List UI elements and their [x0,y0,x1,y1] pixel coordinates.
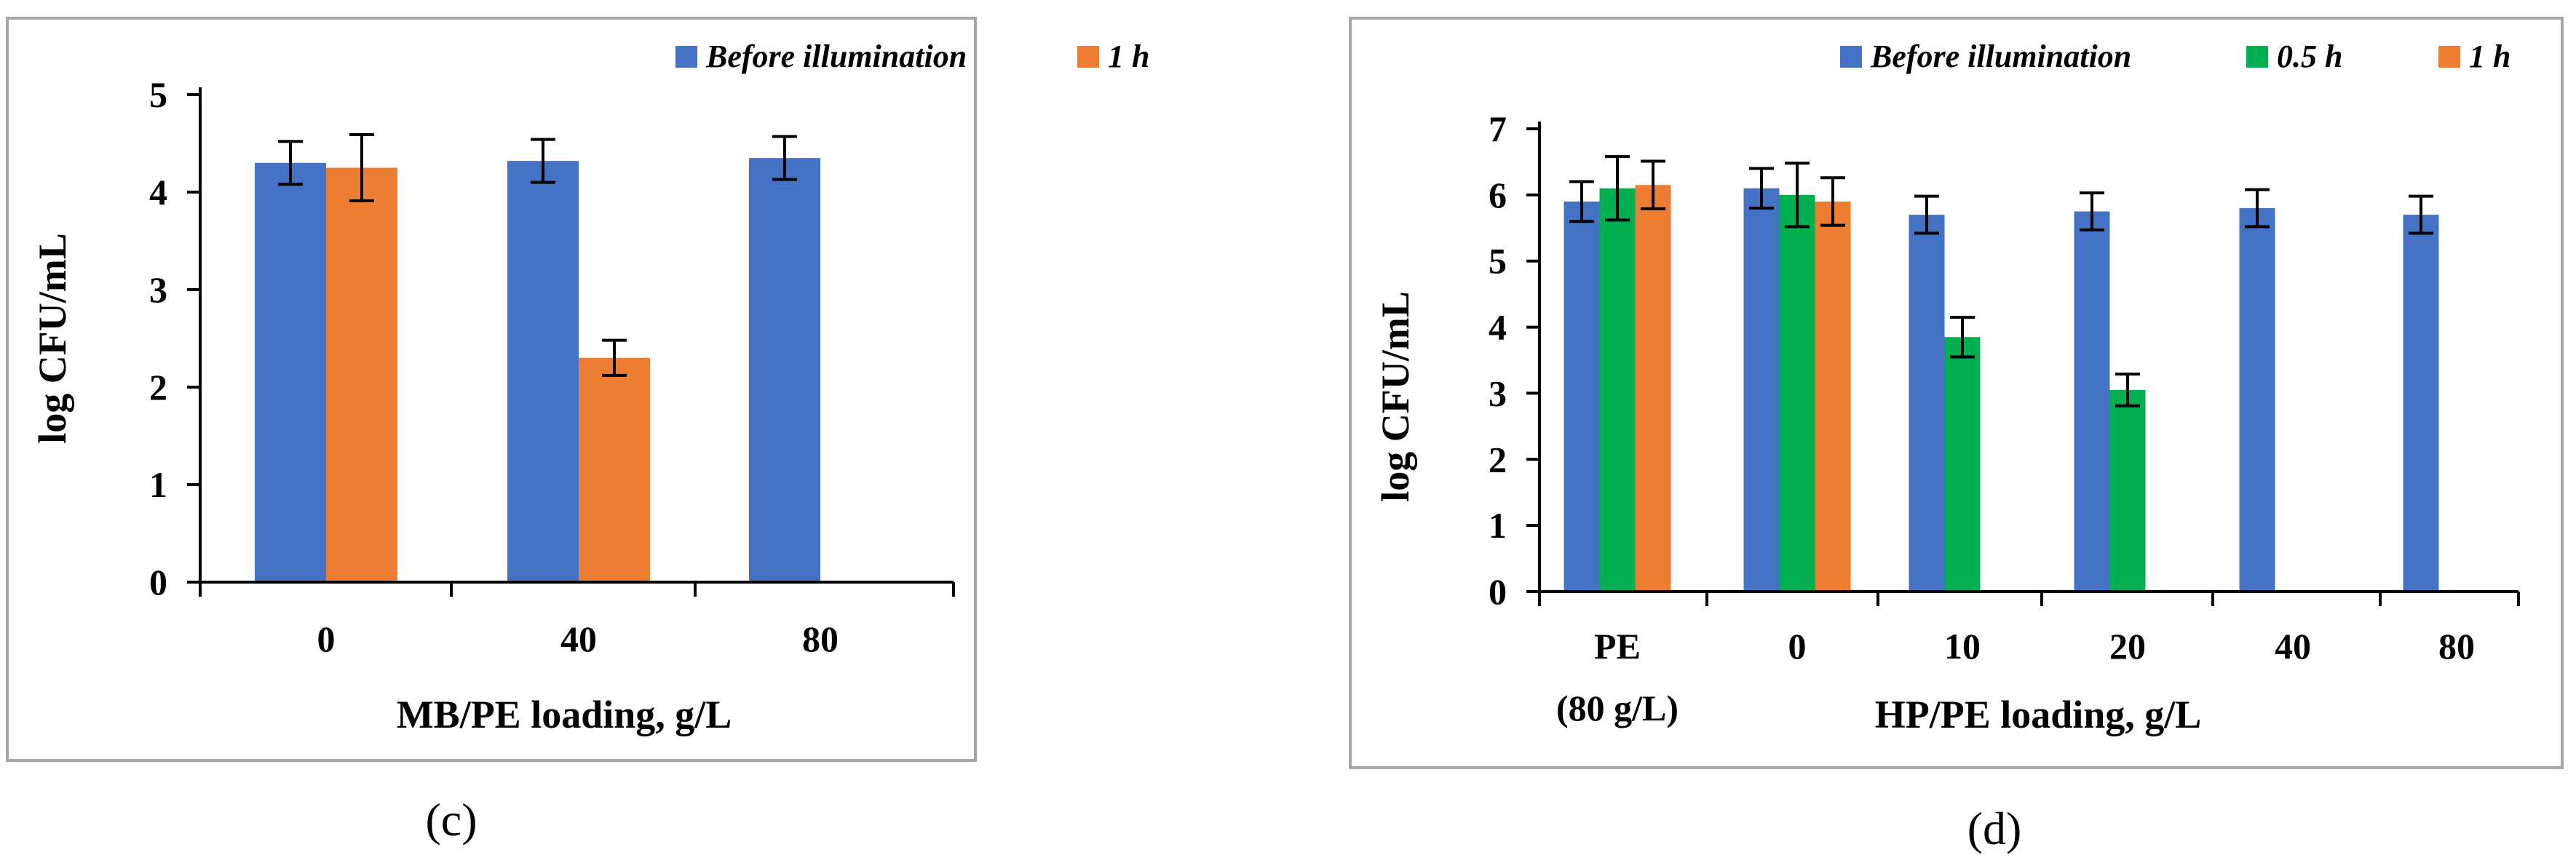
y-tick-label: 2 [149,367,167,407]
bar [1635,185,1671,592]
bar [2239,208,2275,592]
bar [579,357,650,582]
bar [1909,215,1945,592]
bar [1815,201,1851,592]
legend-swatch [1077,46,1099,68]
x-tick-label: PE [1594,626,1641,667]
bar [2074,211,2110,592]
legend: Before illumination 0.5 h 1 h [1840,39,2510,74]
legend-label: 1 h [1108,39,1149,74]
x-tick-label: 20 [2109,626,2146,667]
legend-label: 1 h [2469,39,2510,74]
y-tick-label: 4 [1489,307,1507,348]
x-axis-title: HP/PE loading, g/L [1875,693,2202,736]
legend-swatch [2246,46,2268,68]
x-tick-sublabel: (80 g/L) [1556,688,1679,728]
bar [1743,188,1780,592]
bar [749,158,820,583]
y-tick-label: 0 [149,562,167,602]
legend-swatch [1840,46,1862,68]
x-tick-label: 10 [1944,626,1981,667]
bar [2403,215,2439,592]
y-tick-label: 6 [1489,175,1507,215]
legend-label: Before illumination [705,39,967,74]
legend-swatch [675,46,697,68]
y-tick-label: 1 [149,464,167,505]
legend: Before illumination 1 h [675,39,1149,74]
y-tick-label: 1 [1489,505,1507,546]
y-tick-label: 0 [1489,571,1507,612]
x-tick-label: 0 [317,619,336,659]
y-tick-label: 3 [1489,373,1507,413]
x-tick-label: 40 [2275,626,2311,667]
y-tick-label: 5 [1489,241,1507,282]
x-tick-label: 80 [802,619,839,659]
bar [1599,188,1636,592]
x-tick-label: 0 [1788,626,1807,667]
y-tick-label: 3 [149,269,167,310]
bar [326,167,397,582]
bar [1564,201,1600,592]
y-tick-label: 4 [149,172,167,212]
y-tick-label: 7 [1489,108,1507,149]
panel-label: (d) [1967,803,2022,854]
chart-c: 0 1 2 3 4 5 log CFU/mL 0 40 80 MB/PE loading, g/L B… [6,17,1149,846]
y-tick-label: 5 [149,74,167,115]
bar [1779,194,1815,592]
y-tick-label: 2 [1489,439,1507,480]
bar [2109,389,2146,592]
chart-d: 0 1 2 3 4 5 6 7 log CFU/mL PE 0 10 20 40 80 (80 g/L) HP/… [1349,17,2564,854]
bar [1944,337,1981,592]
y-axis-title: log CFU/mL [31,233,74,444]
bar [255,162,326,583]
chart-frame [6,17,977,762]
x-tick-label: 80 [2438,626,2475,667]
legend-label: 0.5 h [2277,39,2342,74]
chart-frame [1349,17,2564,769]
panel-label: (c) [425,794,477,846]
y-axis-title: log CFU/mL [1374,291,1417,502]
legend-label: Before illumination [1870,39,2131,74]
x-axis-title: MB/PE loading, g/L [397,693,732,736]
bar [507,161,579,582]
x-tick-label: 40 [560,619,597,659]
legend-swatch [2438,46,2460,68]
